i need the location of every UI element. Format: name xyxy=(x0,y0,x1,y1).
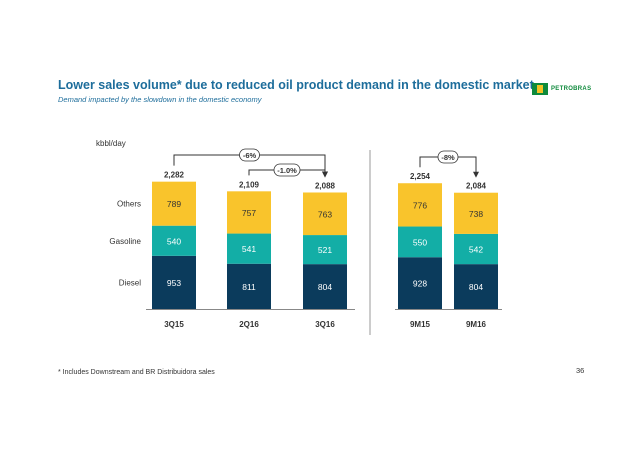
bar-gasoline-3q16 xyxy=(303,235,347,265)
bar-others-9m15 xyxy=(398,183,442,227)
slide-subtitle: Demand impacted by the slowdown in the d… xyxy=(58,95,262,104)
bar-diesel-9m15 xyxy=(398,257,442,309)
petrobras-logo-icon xyxy=(532,83,548,95)
bar-label-diesel-3q15: 953 xyxy=(167,278,181,288)
bar-others-3q16 xyxy=(303,192,347,236)
bar-label-gasoline-3q15: 540 xyxy=(167,236,181,246)
bar-label-others-3q15: 789 xyxy=(167,199,181,209)
bar-label-diesel-3q16: 804 xyxy=(318,282,332,292)
bar-others-2q16 xyxy=(227,191,271,234)
total-label-2q16: 2,109 xyxy=(239,180,260,189)
bar-gasoline-2q16 xyxy=(227,233,271,264)
bar-label-others-9m16: 738 xyxy=(469,209,483,219)
bar-label-gasoline-9m15: 550 xyxy=(413,237,427,247)
total-label-3q16: 2,088 xyxy=(315,181,336,190)
bar-diesel-3q15 xyxy=(152,255,196,309)
petrobras-logo: PETROBRAS xyxy=(532,82,591,96)
unit-label: kbbl/day xyxy=(96,139,126,148)
bar-label-gasoline-3q16: 521 xyxy=(318,245,332,255)
bar-diesel-3q16 xyxy=(303,264,347,309)
x-tick-9m15: 9M15 xyxy=(410,320,431,329)
bar-others-3q15 xyxy=(152,181,196,226)
slide-title: Lower sales volume* due to reduced oil p… xyxy=(58,78,534,92)
total-label-3q15: 2,282 xyxy=(164,171,185,180)
total-label-9m15: 2,254 xyxy=(410,172,431,181)
x-tick-3q16: 3Q16 xyxy=(315,320,335,329)
bar-label-gasoline-2q16: 541 xyxy=(242,244,256,254)
footnote: * Includes Downstream and BR Distribuido… xyxy=(58,369,215,376)
bar-label-diesel-9m16: 804 xyxy=(469,282,483,292)
total-label-9m16: 2,084 xyxy=(466,182,487,191)
change-label-2q16-3q16: -1.0% xyxy=(277,166,297,175)
bar-label-diesel-9m15: 928 xyxy=(413,279,427,289)
bar-label-others-3q16: 763 xyxy=(318,209,332,219)
petrobras-logo-text: PETROBRAS xyxy=(551,86,592,92)
change-label-9m15-9m16: -8% xyxy=(441,153,455,162)
bar-label-others-2q16: 757 xyxy=(242,208,256,218)
page-number: 36 xyxy=(576,366,585,375)
bar-label-gasoline-9m16: 542 xyxy=(469,245,483,255)
bar-gasoline-9m16 xyxy=(454,233,498,265)
change-badge-9m15-9m16 xyxy=(437,150,459,164)
bar-label-others-9m15: 776 xyxy=(413,200,427,210)
bar-diesel-2q16 xyxy=(227,263,271,309)
bar-gasoline-9m15 xyxy=(398,226,442,258)
legend-gasoline: Gasoline xyxy=(109,237,141,246)
change-badge-3q15-3q16 xyxy=(239,148,260,162)
x-tick-3q15: 3Q15 xyxy=(164,320,184,329)
change-label-3q15-3q16: -6% xyxy=(243,151,257,160)
x-tick-2q16: 2Q16 xyxy=(239,320,259,329)
x-tick-9m16: 9M16 xyxy=(466,320,487,329)
bar-label-diesel-2q16: 811 xyxy=(242,282,256,292)
bar-gasoline-3q15 xyxy=(152,225,196,256)
legend-diesel: Diesel xyxy=(119,278,141,287)
bar-diesel-9m16 xyxy=(454,264,498,309)
change-badge-2q16-3q16 xyxy=(273,163,301,177)
legend-others: Others xyxy=(117,200,141,209)
bar-others-9m16 xyxy=(454,192,498,234)
